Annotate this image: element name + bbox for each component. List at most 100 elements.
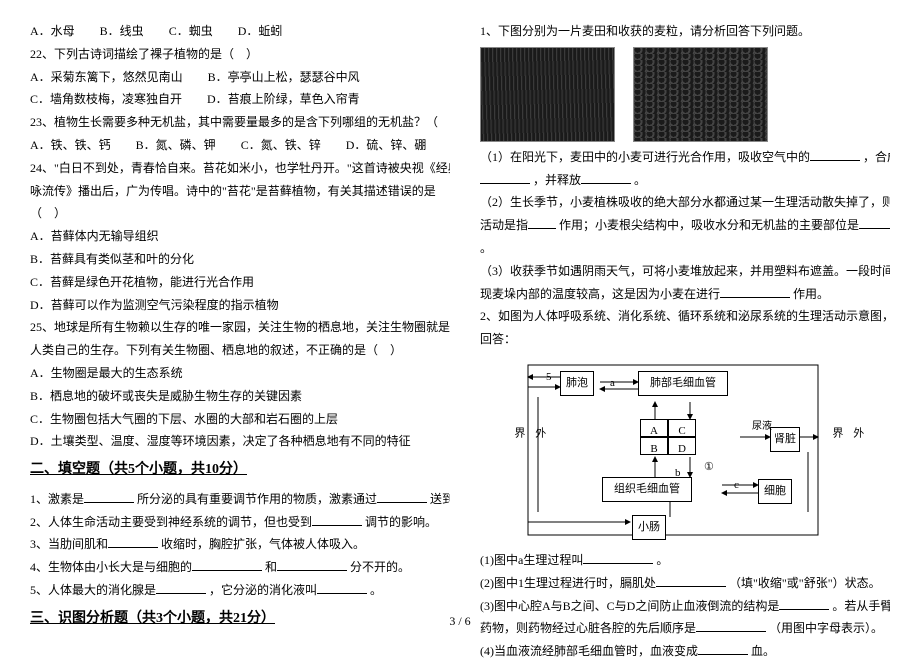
d1: (1)图中a生理过程叫 。 (480, 549, 890, 572)
d4a: (4)当血液流经肺部毛细血管时，血液变成 (480, 644, 698, 658)
blank (528, 215, 556, 229)
heart-b: B (640, 437, 668, 455)
r1a: （1）在阳光下，麦田中的小麦可进行光合作用，吸收空气中的 (480, 150, 810, 164)
physiology-diagram: 肺泡 肺部毛细血管 A C B D 肾脏 组织毛细血管 细胞 小肠 5 ① a … (490, 357, 850, 547)
left-column: A．水母 B．线虫 C．蜘虫 D．蚯蚓 22、下列古诗词描绘了裸子植物的是（ ）… (30, 20, 450, 610)
q24-b: B．苔藓具有类似茎和叶的分化 (30, 248, 450, 271)
blank (698, 641, 748, 655)
q25-d: D．土壤类型、温度、湿度等环境因素，决定了各种栖息地有不同的特征 (30, 430, 450, 453)
heart-a: A (640, 419, 668, 437)
f5c: 。 (370, 583, 382, 597)
opt-d: D．蚯蚓 (238, 20, 283, 43)
q25-line2: 人类自己的生存。下列有关生物圈、栖息地的叙述，不正确的是（ ） (30, 339, 450, 362)
blank (108, 534, 158, 548)
d1b: 。 (656, 553, 668, 567)
box-lung: 肺泡 (560, 371, 594, 396)
blank (859, 215, 890, 229)
q24-line3: （ ） (30, 202, 450, 225)
r3c: 作用。 (793, 287, 829, 301)
r2-line2: 活动是指 作用；小麦根尖结构中，吸收水分和无机盐的主要部位是 区 (480, 214, 890, 237)
opt-b: B．线虫 (100, 20, 144, 43)
r1d: 。 (634, 173, 646, 187)
blank (480, 170, 530, 184)
q22-a: A．采菊东篱下，悠然见南山 (30, 66, 183, 89)
d2a: (2)图中1生理过程进行时，膈肌处 (480, 576, 656, 590)
blank (779, 596, 829, 610)
blank (192, 557, 262, 571)
right-column: 1、下图分别为一片麦田和收获的麦粒，请分析回答下列问题。 （1）在阳光下，麦田中… (480, 20, 890, 610)
lab-outer-right: 外界 (826, 427, 868, 438)
q22: 22、下列古诗词描绘了裸子植物的是（ ） (30, 43, 450, 66)
d3a: (3)图中心腔A与B之间、C与D之间防止血液倒流的结构是 (480, 599, 779, 613)
f5b: ，它分泌的消化液叫 (209, 583, 317, 597)
r3b: 现麦垛内部的温度较高，这是因为小麦在进行 (480, 287, 720, 301)
blank (156, 580, 206, 594)
rq1: 1、下图分别为一片麦田和收获的麦粒，请分析回答下列问题。 (480, 20, 890, 43)
r1c: ，并释放 (533, 173, 581, 187)
f4a: 4、生物体由小长大是与细胞的 (30, 560, 192, 574)
f3a: 3、当肋间肌和 (30, 537, 108, 551)
q24-line2: 咏流传》播出后，广为传唱。诗中的"苔花"是苔藓植物，有关其描述错误的是 (30, 180, 450, 203)
f5a: 5、人体最大的消化腺是 (30, 583, 156, 597)
q25-c: C．生物圈包括大气圈的下层、水圈的大部和岩石圈的上层 (30, 408, 450, 431)
q22-c: C．墙角数枝梅，凌寒独自开 (30, 88, 182, 111)
f2a: 2、人体生命活动主要受到神经系统的调节，但也受到 (30, 515, 312, 529)
fill-5: 5、人体最大的消化腺是 ，它分泌的消化液叫 。 (30, 579, 450, 602)
f1a: 1、激素是 (30, 492, 84, 506)
q23-b: B．氮、磷、钾 (136, 134, 216, 157)
f2b: 调节的影响。 (365, 515, 437, 529)
box-lung-cap: 肺部毛细血管 (638, 371, 728, 396)
r2-period: 。 (480, 237, 890, 260)
photo-wheat-grains (633, 47, 768, 142)
fill-3: 3、当肋间肌和 收缩时，胸腔扩张，气体被人体吸入。 (30, 533, 450, 556)
q24-d: D．苔藓可以作为监测空气污染程度的指示植物 (30, 294, 450, 317)
d4: (4)当血液流经肺部毛细血管时，血液变成 血。 (480, 640, 890, 663)
d3b: 。若从手臂静脉注射 (832, 599, 890, 613)
lab-1: ① (704, 457, 714, 478)
images-row (480, 47, 890, 142)
fill-1: 1、激素是 所分泌的具有重要调节作用的物质，激素通过 送到全身。 (30, 488, 450, 511)
q22-b: B．亭亭山上松，瑟瑟谷中风 (208, 66, 360, 89)
opt-a: A．水母 (30, 20, 75, 43)
fill-4: 4、生物体由小长大是与细胞的 和 分不开的。 (30, 556, 450, 579)
f3b: 收缩时，胸腔扩张，气体被人体吸入。 (161, 537, 365, 551)
q24-line1: 24、"白日不到处，青春恰自来。苔花如米小，也学牡丹开。"这首诗被央视《经典 (30, 157, 450, 180)
q25-line1: 25、地球是所有生物赖以生存的唯一家园，关注生物的栖息地，关注生物圈就是关注 (30, 316, 450, 339)
r3-line2: 现麦垛内部的温度较高，这是因为小麦在进行 作用。 (480, 283, 890, 306)
f4b: 和 (265, 560, 277, 574)
d1a: (1)图中a生理过程叫 (480, 553, 583, 567)
r1-line1: （1）在阳光下，麦田中的小麦可进行光合作用，吸收空气中的 ，合成 (480, 146, 890, 169)
q21-options: A．水母 B．线虫 C．蜘虫 D．蚯蚓 (30, 20, 450, 43)
r3-line1: （3）收获季节如遇阴雨天气，可将小麦堆放起来，并用塑料布遮盖。一段时间后，发 (480, 260, 890, 283)
lab-5: 5 (546, 367, 552, 388)
q25-b: B．栖息地的破坏或丧失是威胁生物生存的关键因素 (30, 385, 450, 408)
d4b: 血。 (751, 644, 775, 658)
q22-d: D．苔痕上阶绿，草色入帘青 (207, 88, 360, 111)
r1b: ，合成 (863, 150, 890, 164)
q22-ab: A．采菊东篱下，悠然见南山 B．亭亭山上松，瑟瑟谷中风 (30, 66, 450, 89)
q2-line2: 回答： (480, 328, 890, 351)
q23-c: C．氮、铁、锌 (241, 134, 321, 157)
r2b: 活动是指 (480, 218, 528, 232)
blank (583, 550, 653, 564)
r1-line2: ，并释放 。 (480, 169, 890, 192)
q2-line1: 2、如图为人体呼吸系统、消化系统、循环系统和泌尿系统的生理活动示意图，请据图 (480, 305, 890, 328)
opt-c: C．蜘虫 (169, 20, 213, 43)
f1c: 送到全身。 (430, 492, 450, 506)
q23-opts: A．铁、铁、钙 B．氮、磷、钾 C．氮、铁、锌 D．硫、锌、硼 (30, 134, 450, 157)
heart-c: C (668, 419, 696, 437)
blank (277, 557, 347, 571)
lab-outer-left: 外界 (508, 427, 550, 438)
blank (317, 580, 367, 594)
lab-c: c (734, 475, 739, 496)
q22-cd: C．墙角数枝梅，凌寒独自开 D．苔痕上阶绿，草色入帘青 (30, 88, 450, 111)
blank (656, 573, 726, 587)
fill-2: 2、人体生命活动主要受到神经系统的调节，但也受到 调节的影响。 (30, 511, 450, 534)
q24-c: C．苔藓是绿色开花植物，能进行光合作用 (30, 271, 450, 294)
q23-d: D．硫、锌、硼 (346, 134, 427, 157)
q23: 23、植物生长需要多种无机盐，其中需要量最多的是含下列哪组的无机盐？（ ） (30, 111, 450, 134)
blank (84, 489, 134, 503)
blank (720, 284, 790, 298)
page-footer: 3 / 6 (30, 614, 890, 629)
blank (377, 489, 427, 503)
